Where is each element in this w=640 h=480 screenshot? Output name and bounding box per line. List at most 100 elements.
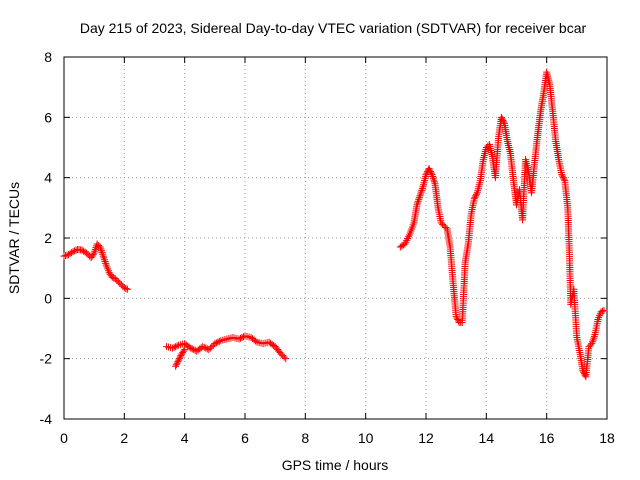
y-tick-label: 0 (44, 290, 52, 306)
data-point (96, 243, 104, 251)
x-tick-label: 10 (358, 430, 374, 446)
data-point (416, 192, 424, 200)
x-tick-label: 4 (181, 430, 189, 446)
data-point (211, 340, 219, 348)
data-point (173, 342, 181, 350)
data-point (585, 343, 593, 351)
data-point (122, 285, 130, 293)
data-point (403, 236, 411, 244)
data-point (558, 171, 566, 179)
data-point (559, 174, 567, 182)
data-point (97, 247, 105, 255)
data-point (437, 219, 445, 227)
data-point (120, 284, 128, 292)
data-point (200, 343, 208, 351)
data-point (60, 252, 68, 260)
data-point (590, 332, 598, 340)
x-tick-label: 12 (418, 430, 434, 446)
data-point (589, 336, 597, 344)
data-point (63, 251, 71, 259)
data-point (499, 116, 507, 124)
x-tick-label: 8 (301, 430, 309, 446)
data-point (452, 312, 460, 320)
data-point (588, 340, 596, 348)
data-point (212, 339, 220, 347)
x-tick-label: 16 (539, 430, 555, 446)
data-point (471, 193, 479, 201)
data-point (415, 195, 423, 203)
data-point (482, 144, 490, 151)
data-point (560, 175, 568, 183)
data-point (430, 176, 438, 184)
data-point (439, 220, 447, 228)
data-point (472, 192, 480, 200)
y-tick-label: 6 (44, 109, 52, 125)
data-point (414, 197, 422, 205)
data-point (69, 248, 77, 256)
data-points (60, 68, 608, 381)
data-point (169, 344, 177, 352)
data-point (208, 343, 216, 351)
x-tick-label: 6 (241, 430, 249, 446)
data-point (470, 195, 478, 203)
data-point (175, 356, 183, 364)
data-point (401, 240, 409, 248)
data-point (172, 362, 180, 370)
data-point (236, 334, 244, 342)
x-tick-label: 2 (120, 430, 128, 446)
data-point (279, 352, 287, 360)
data-point (206, 344, 214, 352)
data-point (454, 315, 462, 323)
data-point (62, 252, 70, 260)
data-point (111, 275, 119, 283)
data-point (116, 279, 124, 287)
data-point (430, 178, 438, 186)
data-point (173, 359, 181, 367)
data-point (589, 338, 597, 346)
data-point (97, 245, 105, 253)
data-point (422, 171, 430, 179)
data-point (442, 223, 450, 231)
data-point (93, 240, 101, 248)
data-point (98, 248, 106, 256)
y-axis-label: SDTVAR / TECUs (6, 182, 22, 294)
data-point (102, 259, 110, 267)
data-point (181, 346, 189, 354)
y-tick-label: 8 (44, 49, 52, 65)
data-point (71, 247, 79, 255)
data-point (402, 238, 410, 246)
data-point (89, 251, 97, 259)
data-point (405, 233, 413, 241)
data-point (429, 174, 437, 182)
data-point (170, 343, 178, 351)
data-point (500, 118, 508, 126)
data-point (280, 353, 288, 361)
x-tick-label: 0 (60, 430, 68, 446)
data-point (404, 235, 412, 243)
data-point (177, 352, 185, 360)
data-point (203, 345, 211, 353)
data-point (99, 252, 107, 260)
data-point (214, 338, 222, 346)
data-point (473, 190, 481, 198)
data-point (68, 249, 76, 257)
data-point (90, 249, 98, 257)
data-point (114, 278, 122, 286)
data-point (413, 201, 421, 209)
x-tick-label: 14 (479, 430, 495, 446)
y-tick-label: 2 (44, 230, 52, 246)
data-point (498, 115, 506, 123)
data-point (600, 306, 608, 314)
data-point (235, 335, 243, 343)
data-point (91, 247, 99, 255)
data-point (427, 168, 435, 176)
data-point (252, 337, 260, 345)
data-point (187, 344, 195, 352)
data-point (174, 358, 182, 366)
data-point (277, 350, 285, 358)
data-point (418, 185, 426, 193)
data-point (180, 347, 188, 355)
data-point (497, 113, 505, 121)
data-point (91, 245, 99, 253)
